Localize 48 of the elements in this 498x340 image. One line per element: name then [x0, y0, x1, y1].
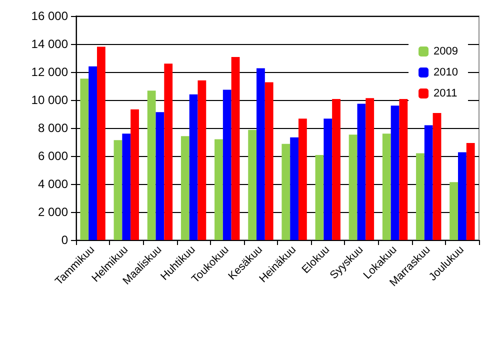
bar	[357, 104, 366, 240]
bar	[399, 99, 408, 240]
bar	[248, 130, 257, 240]
bar	[282, 144, 290, 240]
legend-label: 2011	[434, 88, 458, 100]
bar	[130, 109, 139, 240]
y-tick-label: 16 000	[31, 9, 68, 23]
bar	[189, 94, 198, 240]
bar	[458, 152, 466, 240]
bar	[366, 98, 374, 240]
bar	[432, 113, 442, 240]
bar	[332, 99, 340, 240]
bar	[256, 68, 265, 240]
bar	[290, 137, 298, 240]
y-tick-label: 4 000	[38, 177, 68, 191]
y-tick-label: 6 000	[38, 149, 68, 163]
bar	[156, 112, 164, 240]
legend-label: 2009	[434, 46, 458, 58]
bar	[88, 66, 97, 240]
bar	[382, 134, 391, 240]
bar	[264, 82, 274, 240]
bar	[348, 134, 358, 240]
bar	[298, 118, 307, 240]
bar	[390, 106, 400, 240]
y-tick-label: 14 000	[31, 37, 68, 51]
bar	[114, 140, 122, 240]
y-tick-label: 12 000	[31, 65, 68, 79]
bar	[315, 155, 324, 240]
bar	[424, 125, 433, 240]
bar	[80, 78, 89, 240]
y-tick-label: 2 000	[38, 205, 68, 219]
bar	[214, 139, 223, 240]
bar	[96, 46, 106, 240]
bar	[324, 118, 332, 240]
bar	[416, 153, 424, 240]
bar	[231, 57, 240, 240]
bar	[198, 80, 206, 240]
bar	[450, 182, 458, 240]
y-tick-label: 8 000	[38, 121, 68, 135]
bar	[466, 142, 475, 240]
bar	[164, 64, 173, 240]
bar	[180, 136, 190, 240]
y-tick-label: 10 000	[31, 93, 68, 107]
bar	[147, 90, 156, 240]
bar	[222, 90, 232, 240]
y-tick-label: 0	[61, 233, 68, 247]
bar	[122, 134, 131, 240]
legend-label: 2010	[434, 66, 458, 78]
